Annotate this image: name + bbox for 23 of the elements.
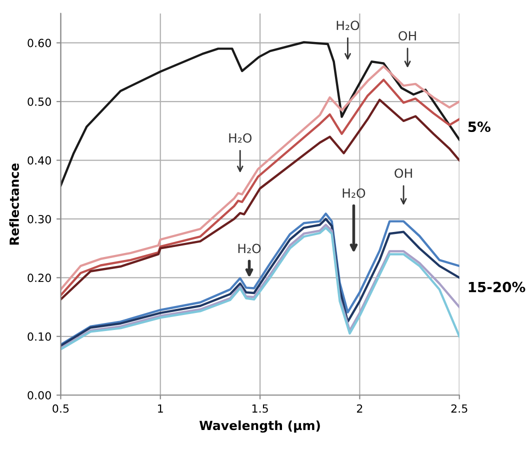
y-tick-label: 0.50 bbox=[28, 98, 51, 106]
x-tick-label: 1 bbox=[158, 404, 163, 413]
y-tick-label: 0.30 bbox=[28, 214, 51, 224]
x-tick-label: 2.5 bbox=[451, 404, 468, 413]
annotation: H₂O bbox=[238, 244, 261, 254]
y-tick-label: 0.20 bbox=[28, 274, 51, 282]
annotation: H₂O bbox=[342, 188, 366, 198]
annotation: OH bbox=[398, 31, 416, 41]
y-tick-label: 0.40 bbox=[28, 156, 51, 165]
annotation: OH bbox=[394, 168, 412, 178]
y-axis-title: Reflectance bbox=[9, 163, 19, 245]
x-axis-title: Wavelength (µm) bbox=[199, 420, 320, 433]
annotation: H₂O bbox=[229, 133, 252, 143]
y-tick-label: 0.10 bbox=[28, 332, 51, 341]
y-tick-label: 0.60 bbox=[28, 38, 51, 48]
x-tick-label: 2 bbox=[356, 404, 362, 413]
annotation: H₂O bbox=[336, 20, 360, 30]
text: 5% bbox=[468, 121, 490, 132]
text: 15-20% bbox=[468, 282, 526, 292]
line-series bbox=[60, 41, 460, 187]
y-tick-label: 0.00 bbox=[28, 391, 51, 400]
x-tick-label: 1.5 bbox=[252, 404, 268, 413]
x-tick-label: 0.5 bbox=[52, 404, 69, 413]
